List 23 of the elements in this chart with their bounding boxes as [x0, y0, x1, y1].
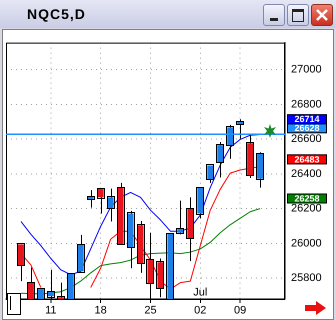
ref-line-label: 26628 [294, 123, 320, 134]
x-tick-label: 18 [94, 304, 107, 317]
candlestick [17, 243, 25, 282]
y-tick-label: 26200 [291, 202, 322, 215]
y-tick-label: 26800 [291, 98, 322, 110]
candlestick [107, 188, 115, 222]
y-tick-label: 26000 [291, 237, 322, 250]
chart-title: NQC5,D [27, 6, 86, 22]
text: 26483 [294, 154, 320, 164]
x-tick-label: 02 [194, 304, 206, 317]
y-tick-label: 25800 [291, 272, 322, 284]
annotation: Jul [193, 286, 208, 299]
text: 26714 [294, 114, 320, 124]
y-tick-label: 27000 [291, 64, 322, 76]
candlestick [226, 124, 234, 160]
y-tick-label: 26600 [291, 133, 322, 146]
candlestick [97, 188, 105, 214]
x-tick-label: 11 [45, 304, 57, 317]
text: 26258 [294, 194, 320, 204]
x-tick-label: 25 [144, 304, 157, 317]
candlestick [216, 142, 224, 178]
x-tick-label: 09 [234, 304, 246, 317]
y-tick-label: 26400 [291, 168, 322, 180]
